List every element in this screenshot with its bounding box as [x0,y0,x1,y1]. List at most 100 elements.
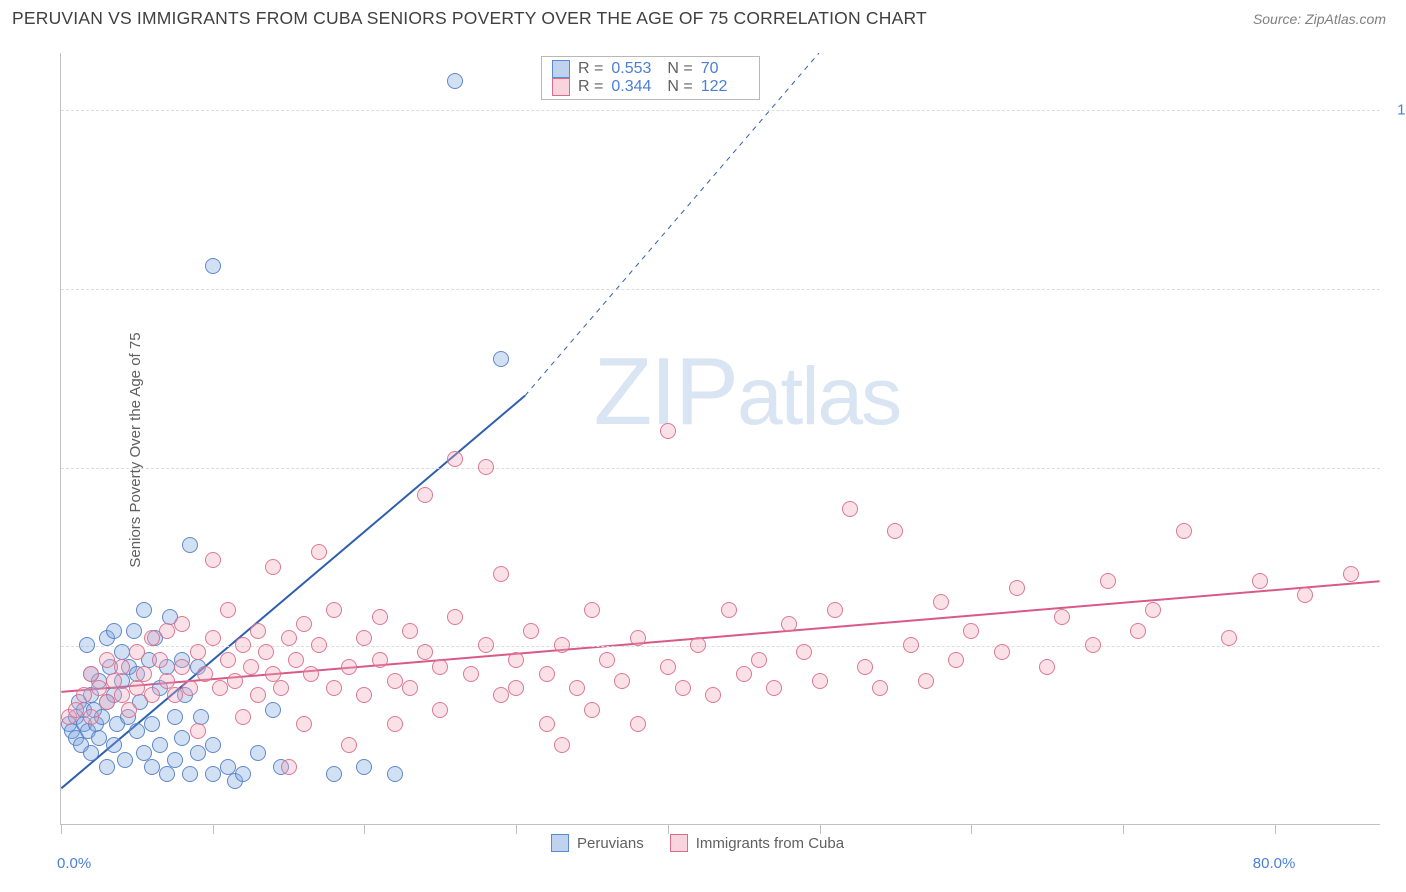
data-point [326,602,342,618]
data-point [356,759,372,775]
x-tick [820,824,821,834]
data-point [68,702,84,718]
data-point [918,673,934,689]
data-point [584,602,600,618]
data-point [144,630,160,646]
swatch-pink [670,834,688,852]
data-point [174,659,190,675]
data-point [205,766,221,782]
data-point [493,351,509,367]
data-point [311,637,327,653]
data-point [539,716,555,732]
data-point [235,709,251,725]
data-point [281,759,297,775]
n-value-cuba: 122 [701,78,749,96]
trend-line-dashed [525,53,819,396]
data-point [152,652,168,668]
data-point [842,501,858,517]
data-point [182,537,198,553]
data-point [1343,566,1359,582]
data-point [326,766,342,782]
gridline-h [61,468,1380,469]
data-point [447,73,463,89]
data-point [129,680,145,696]
data-point [857,659,873,675]
data-point [220,602,236,618]
data-point [751,652,767,668]
data-point [99,759,115,775]
watermark-atlas: atlas [737,351,900,442]
data-point [144,759,160,775]
data-point [1009,580,1025,596]
data-point [182,680,198,696]
data-point [554,637,570,653]
x-tick [516,824,517,834]
data-point [508,680,524,696]
data-point [220,652,236,668]
data-point [1085,637,1101,653]
data-point [675,680,691,696]
data-point [303,666,319,682]
data-point [159,623,175,639]
data-point [387,673,403,689]
data-point [432,659,448,675]
x-tick [1275,824,1276,834]
data-point [121,702,137,718]
data-point [167,752,183,768]
data-point [79,637,95,653]
data-point [903,637,919,653]
y-tick-label: 100.0% [1397,102,1406,119]
data-point [690,637,706,653]
trend-lines-svg [61,53,1380,824]
data-point [265,559,281,575]
data-point [554,737,570,753]
data-point [126,623,142,639]
watermark: ZIPatlas [594,337,901,447]
x-tick-label: 80.0% [1253,855,1296,872]
gridline-h [61,110,1380,111]
data-point [948,652,964,668]
x-tick [971,824,972,834]
data-point [235,637,251,653]
x-tick [1123,824,1124,834]
data-point [402,680,418,696]
data-point [387,766,403,782]
data-point [288,652,304,668]
data-point [1145,602,1161,618]
data-point [705,687,721,703]
x-tick-label: 0.0% [57,855,91,872]
data-point [447,451,463,467]
data-point [296,616,312,632]
x-tick [213,824,214,834]
swatch-blue [552,60,570,78]
data-point [83,745,99,761]
data-point [417,487,433,503]
data-point [417,644,433,660]
data-point [159,766,175,782]
data-point [599,652,615,668]
legend-label-cuba: Immigrants from Cuba [696,835,844,852]
data-point [83,709,99,725]
n-label: N = [667,60,692,78]
data-point [887,523,903,539]
data-point [508,652,524,668]
data-point [478,459,494,475]
data-point [432,702,448,718]
data-point [356,630,372,646]
data-point [1297,587,1313,603]
data-point [114,659,130,675]
data-point [281,630,297,646]
legend-item-cuba: Immigrants from Cuba [670,834,844,852]
data-point [463,666,479,682]
data-point [523,623,539,639]
data-point [447,609,463,625]
plot-area: ZIPatlas R = 0.553 N = 70 R = 0.344 N = … [60,53,1380,825]
data-point [99,652,115,668]
data-point [167,687,183,703]
data-point [205,258,221,274]
legend-row-cuba: R = 0.344 N = 122 [552,78,749,96]
r-value-peruvians: 0.553 [611,60,659,78]
data-point [781,616,797,632]
data-point [182,766,198,782]
series-legend: Peruvians Immigrants from Cuba [551,834,844,852]
